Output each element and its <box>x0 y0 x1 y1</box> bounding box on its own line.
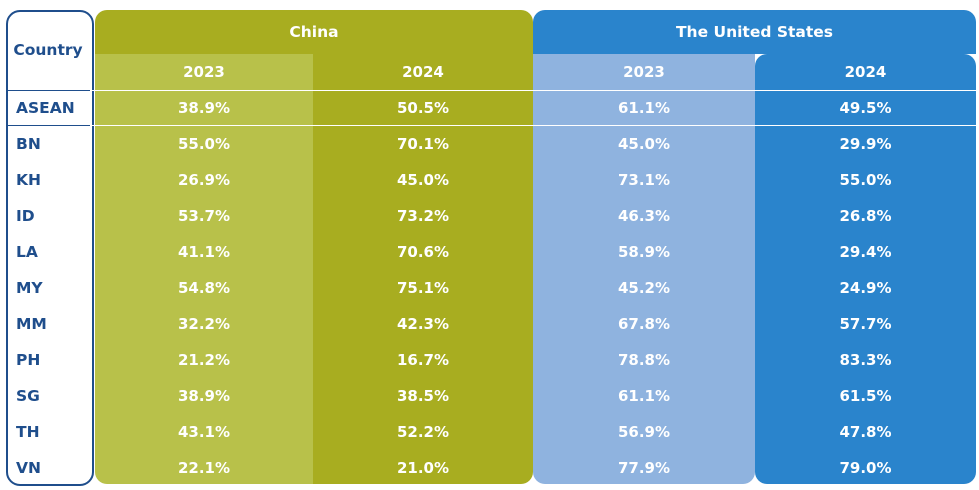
year-header-us-2023: 2023 <box>623 63 665 81</box>
row-label-my: MY <box>16 279 43 297</box>
china-header-panel <box>95 10 533 54</box>
table-cell: 29.9% <box>839 135 892 153</box>
table-cell: 26.9% <box>177 171 231 189</box>
table-cell: 78.8% <box>617 351 671 369</box>
us-header-panel <box>533 10 976 54</box>
table-cell: 45.0% <box>617 135 671 153</box>
table-cell: 26.8% <box>839 207 892 225</box>
table-cell: 21.0% <box>396 459 450 477</box>
table-cell: 43.1% <box>177 423 231 441</box>
table-cell: 21.2% <box>177 351 231 369</box>
table-cell: 45.0% <box>396 171 450 189</box>
table-cell: 50.5% <box>396 99 450 117</box>
table-cell: 73.1% <box>617 171 671 189</box>
row-label-kh: KH <box>16 171 41 189</box>
table-cell: 32.2% <box>177 315 231 333</box>
row-label-ph: PH <box>16 351 41 369</box>
table-cell: 52.2% <box>396 423 450 441</box>
table-cell: 67.8% <box>617 315 671 333</box>
table-cell: 73.2% <box>396 207 450 225</box>
separator-top <box>8 90 976 91</box>
row-label-bn: BN <box>16 135 41 153</box>
table-cell: 42.3% <box>396 315 450 333</box>
table-cell: 29.4% <box>839 243 892 261</box>
table-cell: 61.5% <box>839 387 892 405</box>
row-header-label: Country <box>13 41 83 59</box>
table-cell: 77.9% <box>617 459 671 477</box>
table-cell: 24.9% <box>839 279 892 297</box>
row-label-la: LA <box>16 243 38 261</box>
table-cell: 83.3% <box>839 351 892 369</box>
table-cell: 38.9% <box>177 99 231 117</box>
table-cell: 45.2% <box>617 279 671 297</box>
separator-bottom <box>8 125 976 126</box>
table-cell: 38.9% <box>177 387 231 405</box>
table-cell: 53.7% <box>177 207 231 225</box>
table-cell: 16.7% <box>396 351 450 369</box>
table-cell: 56.9% <box>617 423 671 441</box>
year-header-china-2023: 2023 <box>183 63 225 81</box>
table-cell: 22.1% <box>177 459 231 477</box>
year-header-china-2024: 2024 <box>402 63 444 81</box>
country-column-frame <box>6 10 94 486</box>
table-cell: 57.7% <box>839 315 892 333</box>
row-header-separator-bottom <box>8 125 90 126</box>
row-header-separator-top <box>8 90 90 91</box>
table-cell: 46.3% <box>617 207 671 225</box>
row-label-sg: SG <box>16 387 40 405</box>
year-header-us-2024: 2024 <box>844 63 887 81</box>
table-cell: 61.1% <box>617 387 671 405</box>
table-cell: 41.1% <box>177 243 231 261</box>
table-cell: 55.0% <box>839 171 892 189</box>
table-cell: 38.5% <box>396 387 450 405</box>
table-cell: 70.1% <box>396 135 450 153</box>
row-label-vn: VN <box>16 459 41 477</box>
table-cell: 70.6% <box>396 243 450 261</box>
row-label-mm: MM <box>16 315 47 333</box>
table-cell: 58.9% <box>617 243 671 261</box>
table-cell: 49.5% <box>839 99 892 117</box>
row-label-asean: ASEAN <box>16 99 75 117</box>
table-cell: 47.8% <box>839 423 892 441</box>
table-cell: 55.0% <box>177 135 231 153</box>
table-cell: 54.8% <box>177 279 231 297</box>
group-title-china: China <box>289 23 339 41</box>
table-cell: 79.0% <box>839 459 892 477</box>
row-label-th: TH <box>16 423 40 441</box>
group-title-us: The United States <box>675 23 834 41</box>
table-cell: 75.1% <box>396 279 450 297</box>
row-label-id: ID <box>16 207 35 225</box>
table-cell: 61.1% <box>617 99 671 117</box>
